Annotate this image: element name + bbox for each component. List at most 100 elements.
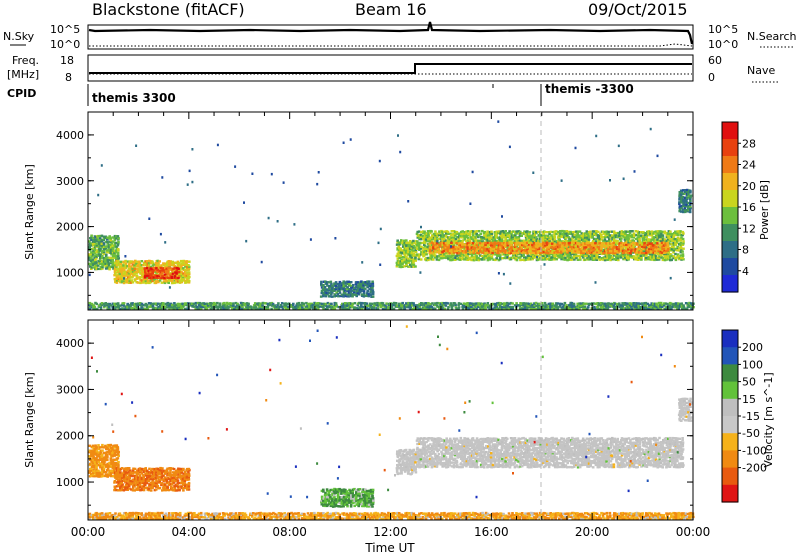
- data-cell: [441, 240, 445, 243]
- data-cell: [546, 243, 549, 246]
- data-cell: [173, 266, 177, 270]
- data-cell: [574, 243, 578, 247]
- data-cell: [606, 242, 610, 245]
- data-cell: [117, 249, 120, 252]
- data-cell: [517, 241, 520, 244]
- data-cell: [591, 232, 595, 236]
- data-cell: [529, 249, 533, 253]
- data-cell: [371, 292, 375, 296]
- data-cell: [515, 249, 519, 253]
- data-cell: [102, 258, 106, 261]
- data-cell: [472, 238, 475, 241]
- data-cell: [467, 236, 470, 239]
- data-cell: [587, 306, 590, 309]
- data-cell: [410, 301, 414, 305]
- data-cell: [180, 270, 183, 274]
- data-cell: [246, 307, 250, 310]
- data-cell: [319, 302, 322, 305]
- data-cell: [542, 241, 545, 244]
- data-cell: [135, 262, 138, 265]
- data-cell: [581, 256, 585, 259]
- data-cell: [548, 232, 551, 236]
- data-cell: [428, 302, 432, 306]
- data-cell: [488, 236, 491, 239]
- data-cell: [165, 279, 169, 282]
- data-cell: [412, 239, 415, 243]
- data-cell: [595, 258, 598, 261]
- data-cell: [630, 305, 633, 308]
- data-cell: [503, 302, 506, 305]
- data-cell: [567, 243, 571, 246]
- data-cell: [253, 302, 257, 305]
- data-cell: [376, 304, 379, 307]
- data-cell: [479, 243, 483, 247]
- data-cell: [605, 230, 609, 233]
- data-cell: [529, 241, 533, 245]
- data-cell: [110, 242, 113, 246]
- data-cell: [649, 232, 652, 235]
- data-cell: [501, 232, 505, 235]
- data-cell: [520, 307, 524, 310]
- data-cell: [582, 232, 585, 235]
- data-cell: [103, 306, 106, 309]
- data-cell: [88, 301, 92, 305]
- data-cell: [630, 235, 634, 239]
- data-cell: [680, 258, 683, 261]
- data-cell: [627, 238, 631, 241]
- data-cell: [554, 302, 558, 305]
- data-cell: [660, 237, 663, 241]
- data-cell: [327, 295, 331, 298]
- data-cell: [604, 235, 607, 239]
- data-cell: [142, 263, 145, 267]
- data-cell: [678, 209, 681, 213]
- data-cell: [621, 249, 625, 252]
- data-cell: [603, 230, 607, 234]
- data-cell: [683, 192, 687, 195]
- data-cell: [571, 258, 574, 261]
- data-cell: [635, 242, 639, 245]
- data-cell: [594, 302, 597, 306]
- data-cell: [163, 281, 167, 285]
- data-cell: [437, 258, 441, 262]
- data-cell: [424, 238, 428, 241]
- data-cell: [614, 239, 618, 242]
- data-cell: [480, 246, 484, 249]
- data-cell: [170, 275, 173, 278]
- data-cell: [566, 234, 569, 237]
- data-cell: [614, 253, 617, 256]
- data-cell: [524, 241, 527, 244]
- data-cell: [107, 264, 111, 267]
- data-cell: [670, 258, 673, 262]
- data-cell: [511, 235, 515, 239]
- data-cell: [506, 235, 509, 239]
- data-cell: [461, 305, 464, 309]
- data-cell: [593, 254, 596, 258]
- data-cell: [324, 288, 327, 291]
- data-cell: [605, 232, 609, 235]
- data-cell: [428, 251, 431, 254]
- data-cell: [330, 295, 334, 298]
- data-cell: [558, 238, 561, 241]
- data-cell: [362, 289, 366, 292]
- data-cell: [131, 281, 135, 284]
- data-cell: [627, 306, 630, 309]
- data-cell: [142, 271, 146, 274]
- data-cell: [633, 305, 637, 309]
- data-cell: [185, 263, 188, 266]
- speckle-cell: [161, 176, 164, 179]
- data-cell: [129, 261, 133, 264]
- data-cell: [424, 302, 428, 305]
- data-cell: [154, 269, 158, 272]
- data-cell: [495, 232, 499, 235]
- data-cell: [137, 268, 140, 272]
- data-cell: [582, 250, 585, 253]
- data-cell: [533, 240, 537, 243]
- data-cell: [368, 307, 371, 310]
- data-cell: [631, 244, 634, 247]
- data-cell: [546, 249, 549, 252]
- data-cell: [562, 258, 566, 261]
- data-cell: [659, 254, 663, 257]
- speckle-cell: [397, 134, 399, 137]
- data-cell: [454, 239, 457, 243]
- data-cell: [324, 291, 327, 294]
